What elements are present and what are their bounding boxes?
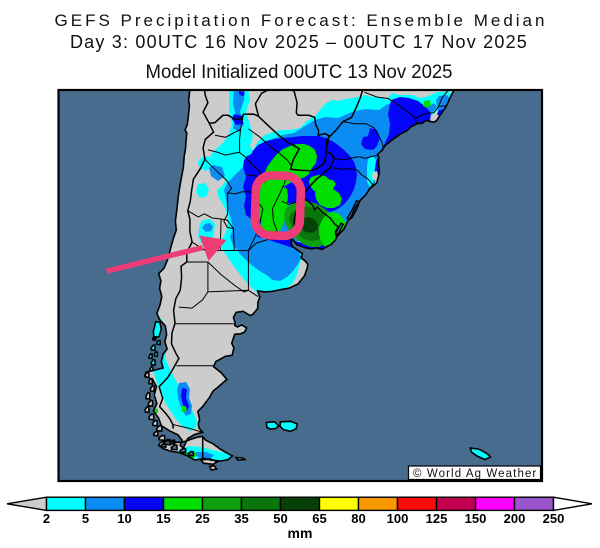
svg-text:150: 150: [465, 511, 487, 526]
svg-text:250: 250: [543, 511, 565, 526]
svg-text:2: 2: [43, 511, 50, 526]
svg-text:125: 125: [426, 511, 448, 526]
svg-text:35: 35: [234, 511, 248, 526]
svg-text:Day 3: 00UTC 16 Nov 2025 – 00U: Day 3: 00UTC 16 Nov 2025 – 00UTC 17 Nov …: [70, 32, 528, 52]
svg-text:65: 65: [312, 511, 326, 526]
svg-text:© World Ag Weather: © World Ag Weather: [413, 468, 537, 480]
svg-text:mm: mm: [288, 525, 313, 541]
svg-text:Model Initialized 00UTC 13 Nov: Model Initialized 00UTC 13 Nov 2025: [146, 62, 453, 83]
svg-text:80: 80: [351, 511, 365, 526]
svg-text:200: 200: [504, 511, 526, 526]
svg-text:50: 50: [273, 511, 287, 526]
svg-text:5: 5: [82, 511, 89, 526]
svg-text:25: 25: [195, 511, 209, 526]
svg-text:10: 10: [117, 511, 131, 526]
svg-text:GEFS Precipitation Forecast: E: GEFS Precipitation Forecast: Ensemble Me…: [55, 11, 548, 30]
svg-text:100: 100: [387, 511, 409, 526]
svg-text:15: 15: [156, 511, 170, 526]
